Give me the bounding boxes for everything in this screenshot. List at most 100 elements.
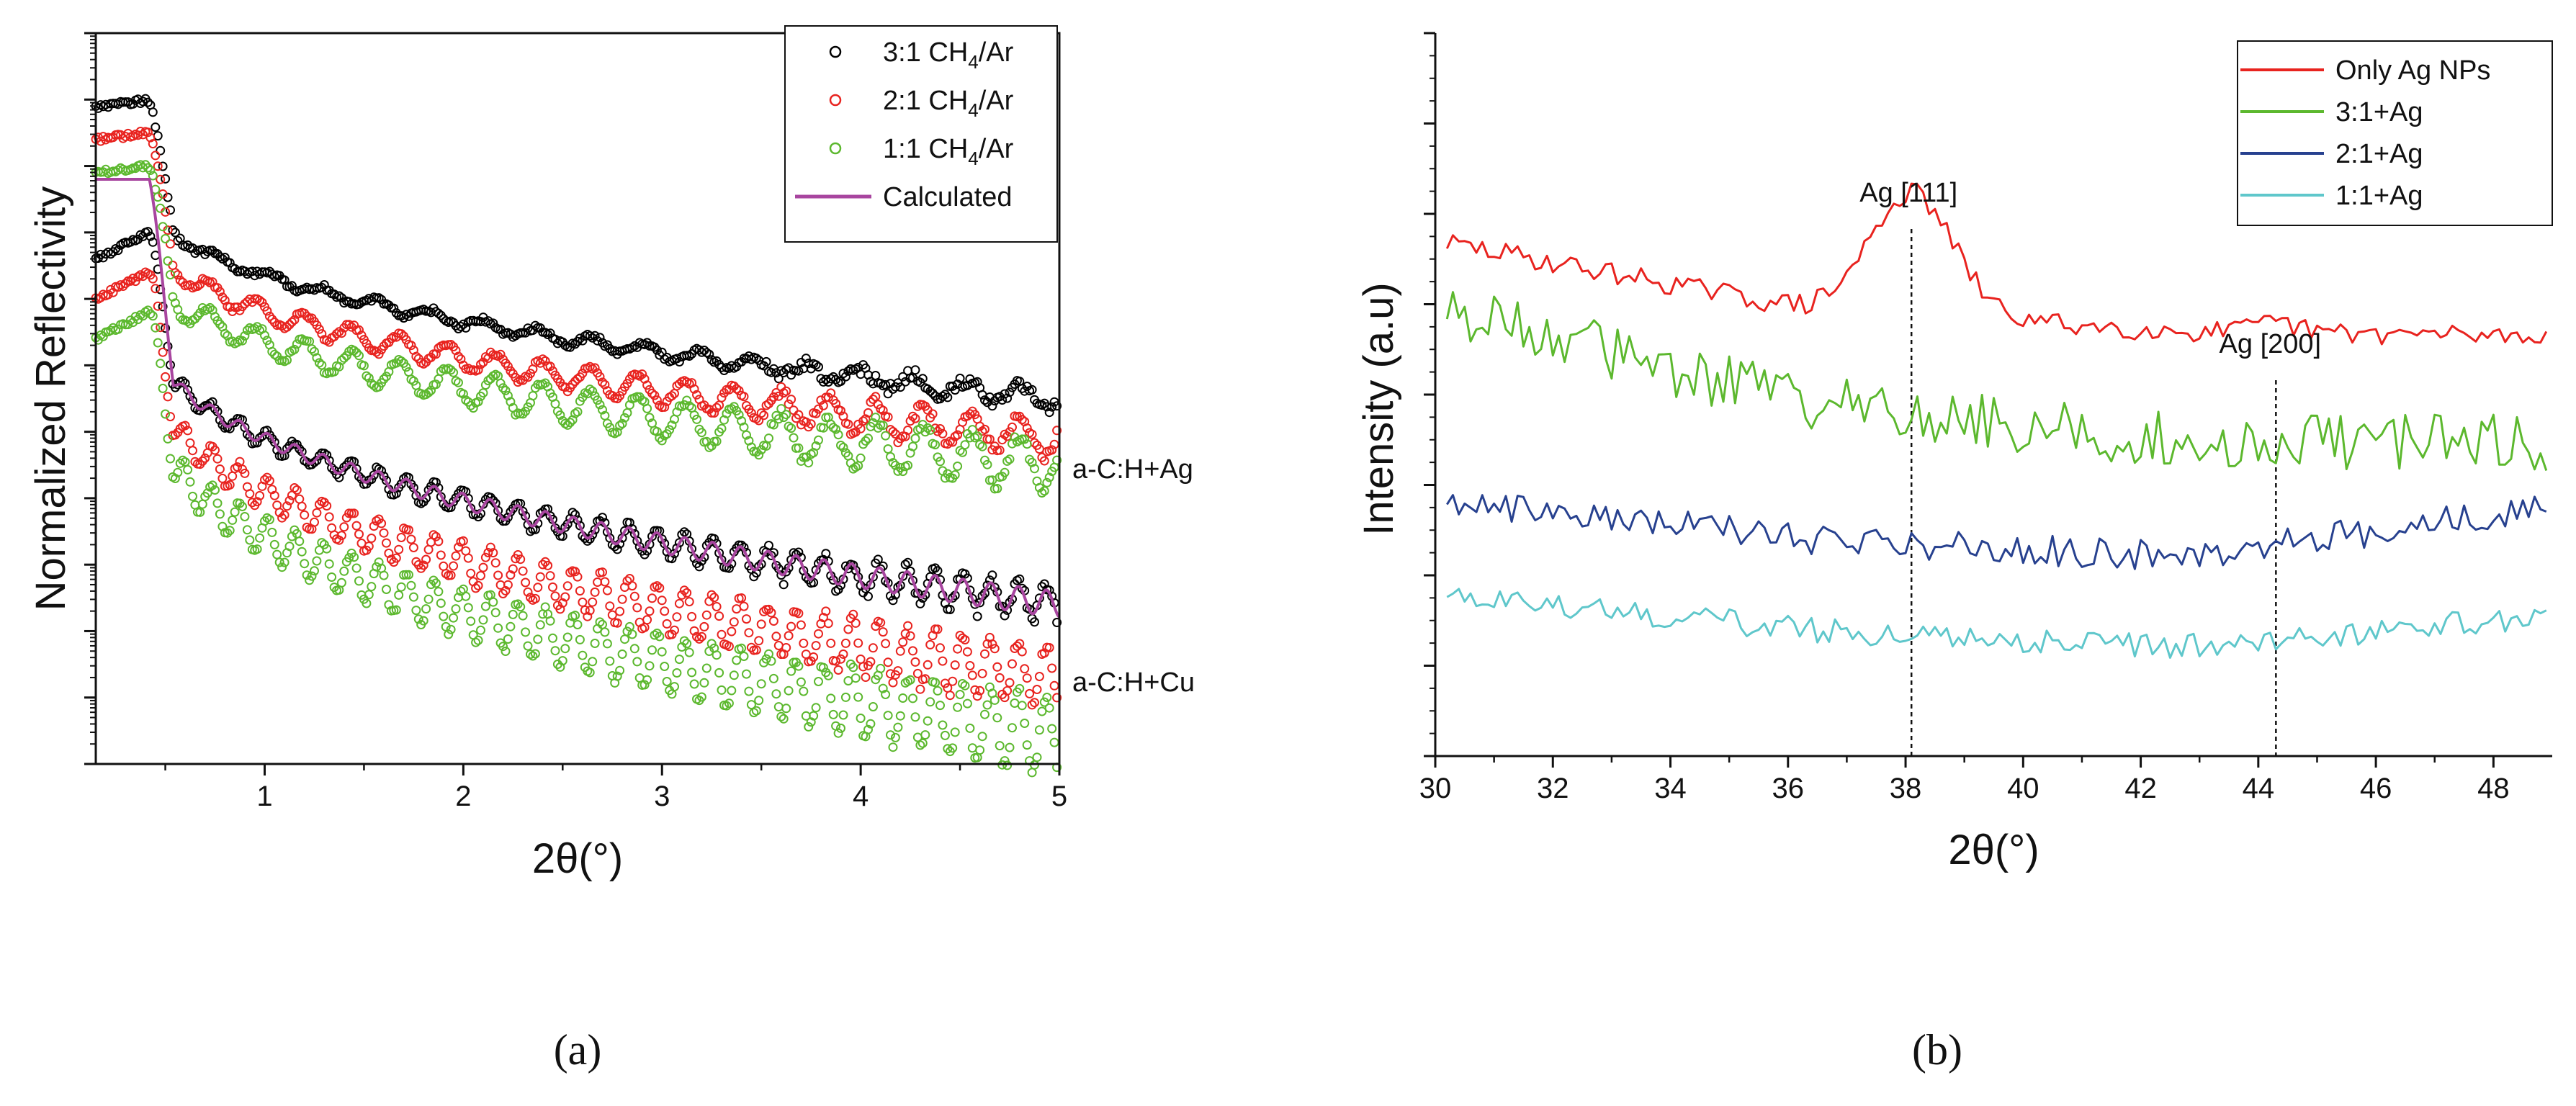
panel-a-data-point <box>562 581 573 591</box>
panel-a-data-point <box>980 649 989 659</box>
panel-a-data-point <box>714 611 724 621</box>
panel-a-data-point <box>890 460 900 470</box>
panel-a-data-point <box>734 386 744 395</box>
panel-a-data-point <box>170 430 180 440</box>
panel-a-data-point <box>655 583 665 593</box>
panel-a-data-point <box>585 331 595 341</box>
panel-a-data-point <box>689 626 699 636</box>
panel-a-data-point <box>886 451 895 462</box>
panel-a-data-point <box>188 446 197 456</box>
panel-b-legend-label: Only Ag NPs <box>2335 55 2490 86</box>
panel-a-data-point <box>895 711 905 721</box>
panel-a-data-point <box>408 592 418 602</box>
panel-a-data-point <box>195 405 205 415</box>
panel-a-data-point <box>955 690 965 699</box>
panel-b-x-tick-label: 32 <box>1537 773 1569 804</box>
panel-a-data-point <box>645 606 655 616</box>
panel-a-data-point <box>923 716 933 726</box>
panel-a-data-point <box>848 662 858 673</box>
panel-a-data-point <box>754 636 764 646</box>
panel-a-data-point <box>377 518 387 529</box>
panel-a-data-point <box>255 533 265 543</box>
panel-a-data-point <box>670 682 679 692</box>
panel-a-data-point <box>1049 680 1059 691</box>
panel-a-data-point <box>634 371 645 381</box>
panel-a-data-point <box>118 282 128 291</box>
panel-a-data-point <box>471 509 481 519</box>
panel-a-data-point <box>712 403 722 413</box>
panel-a-data-point <box>562 420 573 430</box>
panel-a-data-point <box>995 673 1005 683</box>
panel-a-data-point <box>274 557 284 567</box>
panel-a-data-point <box>212 498 223 508</box>
panel-a-data-point <box>578 336 588 346</box>
panel-a-data-point <box>881 639 891 649</box>
panel-a-data-point <box>888 458 898 468</box>
panel-a-data-point <box>1049 737 1059 747</box>
panel-a-data-point <box>1037 488 1047 498</box>
panel-a-data-point <box>831 656 841 666</box>
panel-a-data-point <box>367 534 377 543</box>
panel-a-data-point <box>1042 477 1052 487</box>
panel-a-data-point <box>655 400 665 410</box>
panel-a-data-point <box>573 374 583 384</box>
panel-a-data-point <box>1007 659 1017 669</box>
panel-a-x-tick-label: 2 <box>455 781 471 812</box>
panel-a-data-point <box>225 258 235 268</box>
panel-a-data-point <box>818 662 828 673</box>
panel-a-data-point <box>732 655 742 665</box>
panel-a-data-point <box>1042 693 1052 702</box>
panel-a-data-point <box>595 333 605 343</box>
panel-a-data-point <box>362 295 372 305</box>
panel-a-data-point <box>573 407 583 417</box>
panel-a-data-point <box>570 567 580 577</box>
panel-a-data-point <box>183 464 193 475</box>
panel-a-data-point <box>953 702 963 712</box>
panel-a-data-point <box>856 655 866 664</box>
panel-a-data-point <box>1052 426 1062 436</box>
panel-a-data-point <box>868 572 878 582</box>
panel-a-data-point <box>756 679 766 689</box>
panel-a-data-point <box>521 577 531 588</box>
panel-a-data-point <box>853 638 863 648</box>
panel-a-data-point <box>195 308 205 318</box>
panel-a-data-point <box>247 498 257 508</box>
panel-a-data-point <box>888 595 898 606</box>
panel-a-data-point <box>148 171 158 181</box>
panel-b-y-axis-label: Intensity (a.u) <box>1355 282 1402 535</box>
panel-a-data-point <box>642 380 652 390</box>
panel-a-data-point <box>923 423 933 433</box>
panel-a-data-point <box>826 693 836 703</box>
panel-a-x-tick-label: 1 <box>256 781 272 812</box>
panel-a-data-point <box>461 591 471 601</box>
panel-a-data-point <box>364 373 374 383</box>
panel-a-data-point <box>992 662 1002 672</box>
panel-a-label: (a) <box>554 1026 602 1074</box>
panel-a-data-point <box>972 377 982 387</box>
panel-a-data-point <box>602 585 612 595</box>
panel-a-data-point <box>590 639 600 648</box>
panel-a-data-point <box>768 420 778 430</box>
panel-a-data-point <box>987 401 997 411</box>
panel-b-annotation-ag-200: Ag [200] <box>2220 329 2322 359</box>
panel-a-data-point <box>404 367 413 377</box>
panel-a-data-point <box>784 399 794 409</box>
panel-a-data-point <box>297 547 307 557</box>
panel-a-data-point <box>503 580 513 590</box>
panel-a-data-point <box>284 495 295 505</box>
panel-a-data-point <box>1002 760 1013 770</box>
panel-a-data-point <box>322 501 332 511</box>
panel-a-data-point <box>310 566 319 576</box>
panel-a-data-point <box>989 695 1000 705</box>
panel-a-data-point <box>1002 685 1013 696</box>
panel-a-data-point <box>434 308 444 318</box>
panel-a-data-point <box>1030 464 1039 474</box>
panel-a-data-point <box>274 508 284 518</box>
panel-a-data-point <box>687 667 697 678</box>
panel-a-data-point <box>699 621 709 631</box>
panel-a-series-cu-3 <box>96 178 1061 619</box>
panel-a-data-point <box>818 423 828 433</box>
panel-a-data-point <box>560 644 570 654</box>
panel-a-data-point <box>766 656 776 666</box>
panel-a-data-point <box>210 485 220 495</box>
